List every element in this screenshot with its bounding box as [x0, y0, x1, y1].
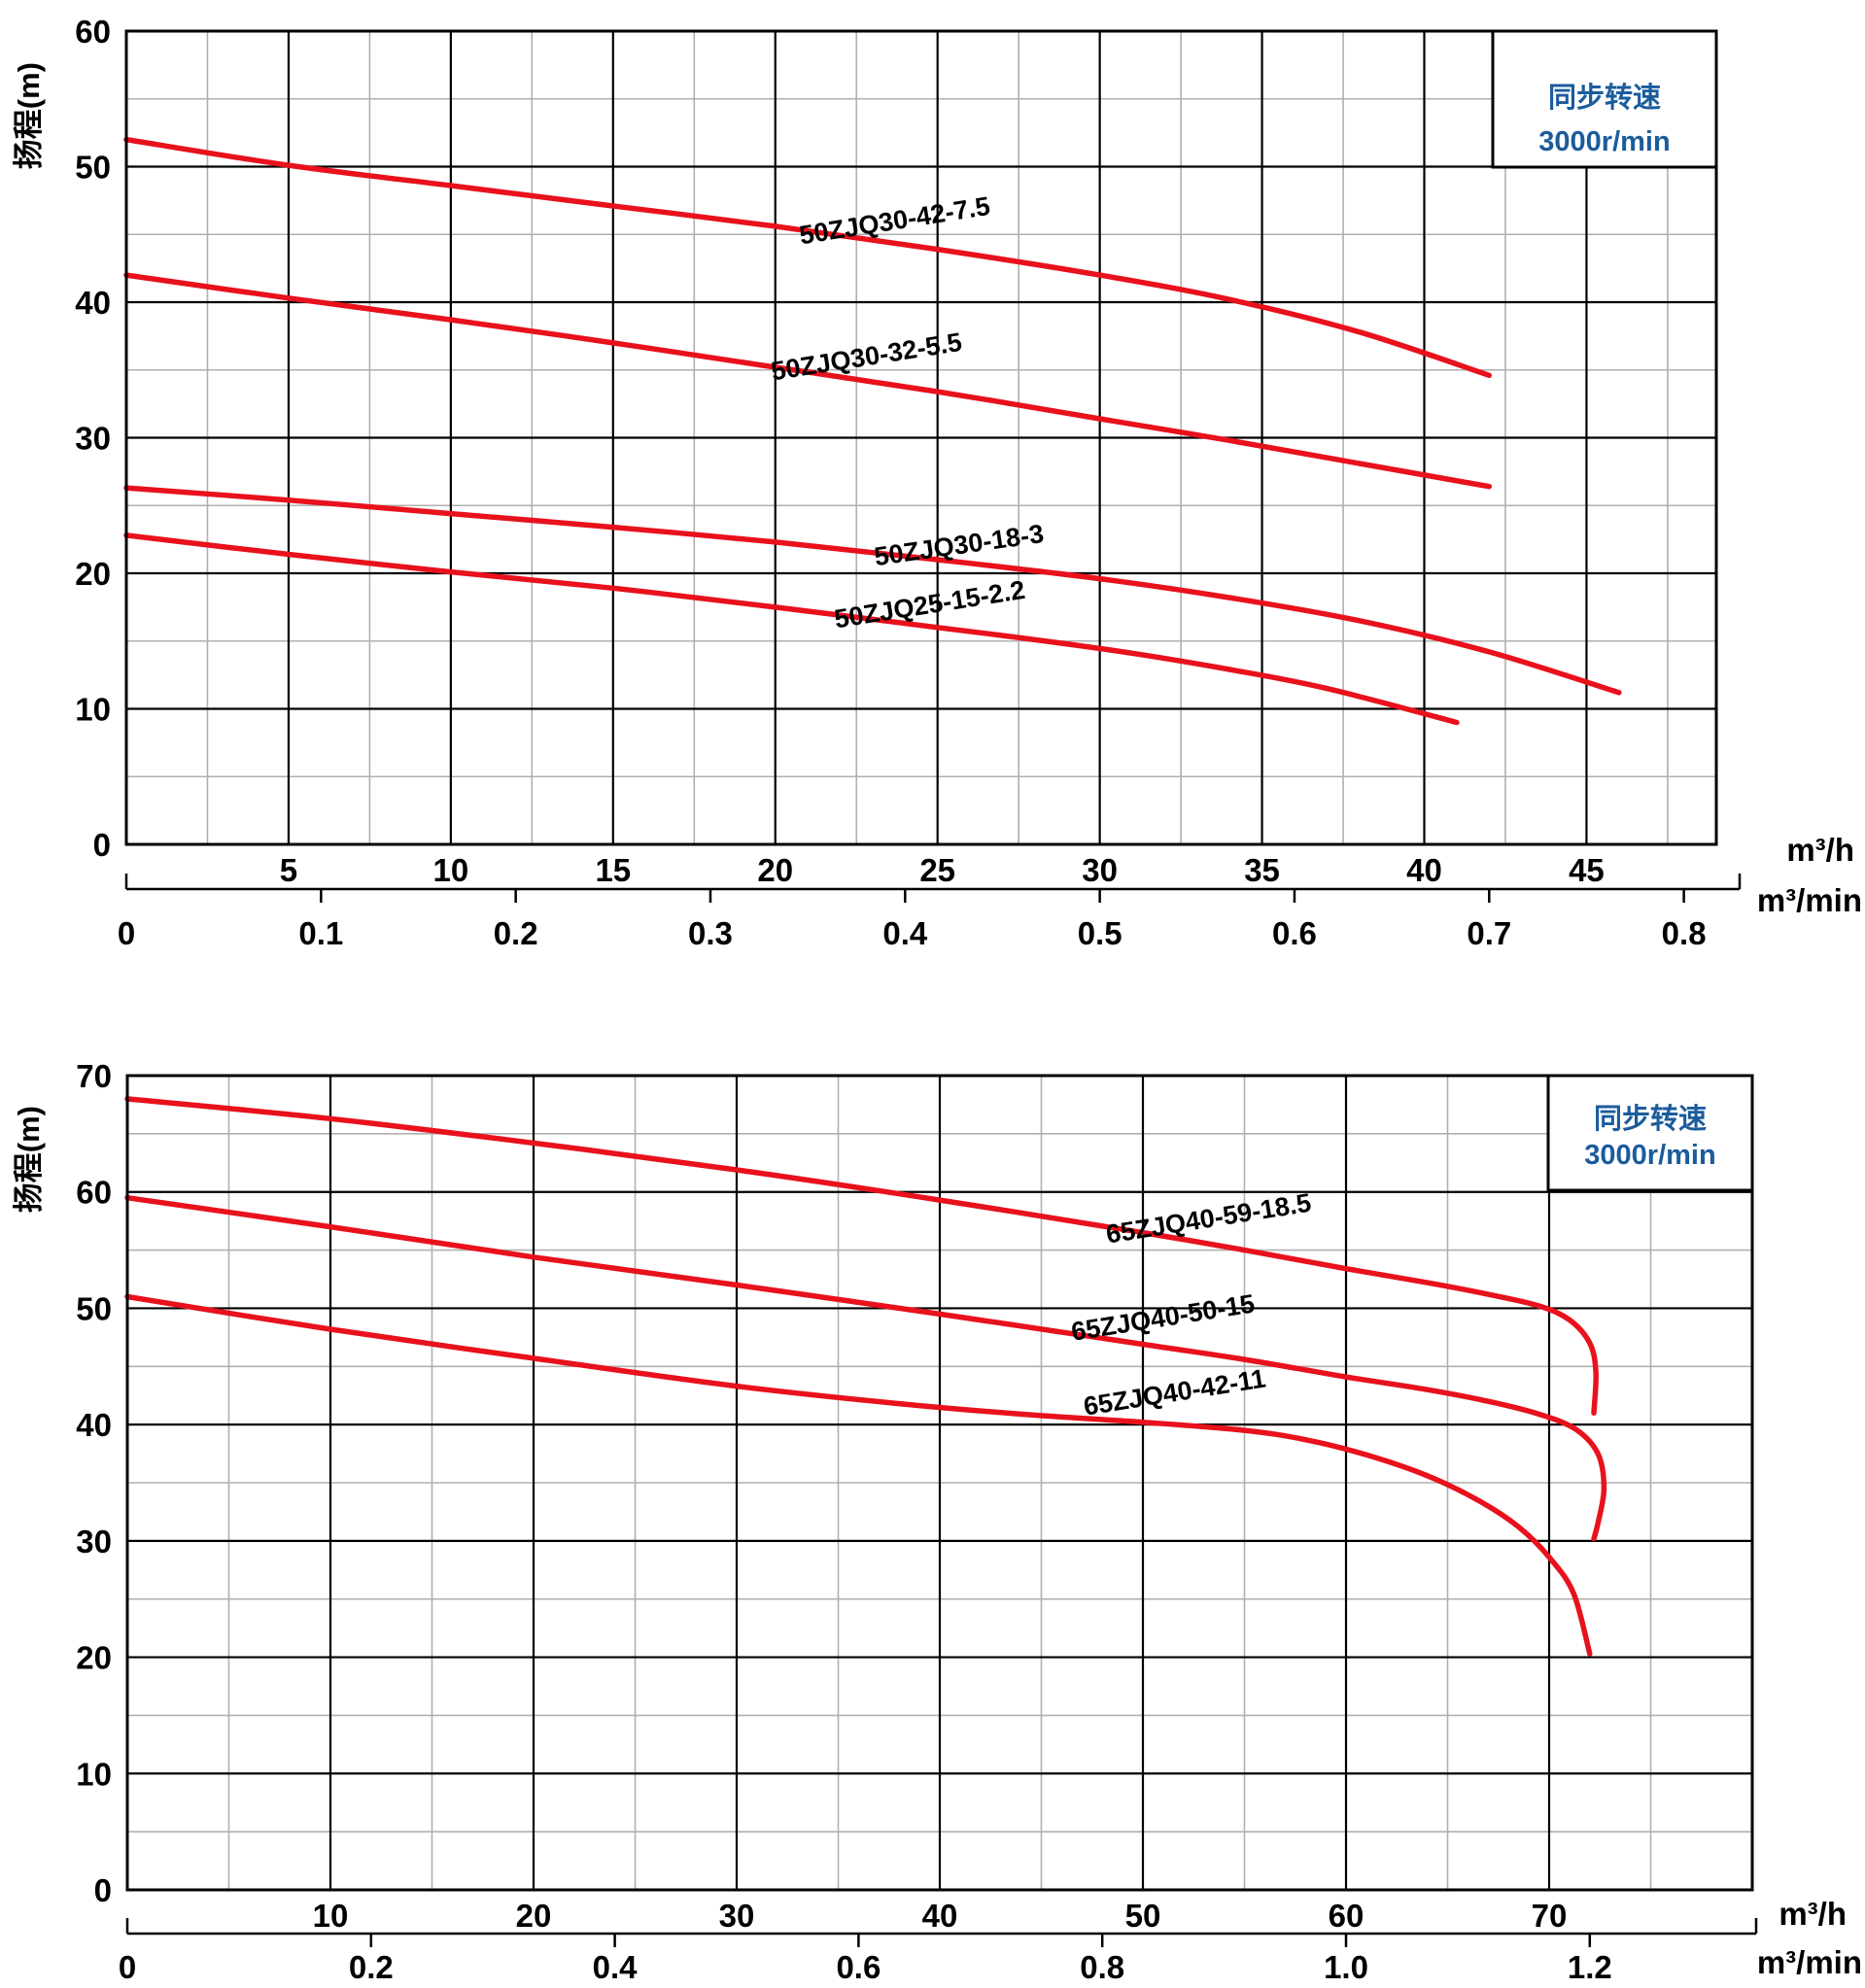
curve-50ZJQ30-18-3 — [123, 485, 1622, 696]
y-tick-label: 20 — [75, 556, 111, 592]
x-tick-label: 45 — [1569, 852, 1605, 888]
x-tick-label: 30 — [1082, 852, 1118, 888]
legend-box — [1546, 1074, 1754, 1192]
grid-major — [127, 1076, 1752, 1890]
y-axis-title: 扬程(m) — [12, 1106, 46, 1213]
x-tick-label: 40 — [1406, 852, 1442, 888]
x-tick-label: 40 — [922, 1898, 958, 1934]
x-tick-label: 30 — [719, 1898, 755, 1934]
chart-bottom: 0 0.2 0.4 0.6 0.8 1.0 1.2 同步转速 3000r/min 10 20 30 40… — [12, 1058, 1862, 1985]
curve-65ZJQ40-59-18.5 — [124, 1096, 1599, 1416]
curve-50ZJQ30-42-7.5 — [123, 136, 1493, 379]
y-tick-label: 20 — [76, 1640, 112, 1676]
curve-name-label: 50ZJQ30-32-5.5 — [769, 327, 963, 387]
x2-tick-label: 0.5 — [1078, 915, 1122, 951]
legend-speed-title: 同步转速 — [1594, 1103, 1707, 1135]
x2-tick-label: 0.8 — [1662, 915, 1707, 951]
unit-label-m3h: m³/h — [1786, 832, 1854, 868]
y-tick-label: 10 — [76, 1756, 112, 1792]
x2-tick-label: 0.2 — [349, 1949, 394, 1985]
curve-name-label: 65ZJQ40-59-18.5 — [1104, 1188, 1313, 1250]
y-tick-label: 10 — [75, 692, 111, 728]
legend-speed-value: 3000r/min — [1584, 1140, 1715, 1171]
curve-50ZJQ30-32-5.5 — [123, 272, 1493, 490]
x-tick-label: 10 — [313, 1898, 349, 1934]
y-tick-label: 60 — [75, 14, 111, 50]
x2-tick-label: 0.2 — [494, 915, 538, 951]
unit-label-m3min: m³/min — [1757, 882, 1862, 918]
x-tick-label: 5 — [280, 852, 297, 888]
x2-tick-label: 0 — [118, 915, 135, 951]
x2-tick-label: 1.2 — [1568, 1949, 1612, 1985]
unit-label-m3min: m³/min — [1757, 1944, 1862, 1980]
unit-label-m3h: m³/h — [1779, 1896, 1847, 1932]
legend-speed-title: 同步转速 — [1548, 82, 1661, 114]
plot-border — [125, 1074, 1754, 1892]
legend-speed-value: 3000r/min — [1538, 126, 1670, 157]
x2-tick-label: 0.3 — [688, 915, 733, 951]
x-tick-label: 35 — [1244, 852, 1280, 888]
x2-tick-label: 0.7 — [1467, 915, 1511, 951]
chart-top: 0 0.1 0.2 0.3 0.4 0.5 0.6 0.7 0.8 同步转速 3000r/min 5 1… — [12, 14, 1862, 951]
x-tick-label: 15 — [595, 852, 631, 888]
grid-major — [126, 31, 1716, 844]
y-tick-label: 60 — [76, 1175, 112, 1211]
x2-axis — [125, 1918, 1758, 1947]
plot-border — [124, 29, 1718, 846]
x2-tick-label: 0.6 — [1272, 915, 1317, 951]
y-tick-label: 30 — [76, 1524, 112, 1560]
x-tick-label: 25 — [919, 852, 955, 888]
y-tick-label: 0 — [93, 827, 111, 863]
curve-50ZJQ25-15-2.2 — [123, 532, 1460, 726]
curve-65ZJQ40-42-11 — [124, 1293, 1593, 1657]
curve-name-label: 65ZJQ40-50-15 — [1069, 1288, 1257, 1346]
y-tick-label: 50 — [75, 150, 111, 186]
y-tick-label: 30 — [75, 421, 111, 457]
y-tick-label: 0 — [94, 1872, 112, 1908]
x-tick-label: 10 — [433, 852, 469, 888]
curve-name-label: 65ZJQ40-42-11 — [1082, 1364, 1268, 1422]
x2-tick-label: 0.4 — [593, 1949, 639, 1985]
x2-tick-label: 0.4 — [882, 915, 928, 951]
x-tick-label: 60 — [1329, 1898, 1364, 1934]
x2-tick-label: 0.1 — [298, 915, 343, 951]
y-tick-label: 40 — [75, 285, 111, 321]
curve-65ZJQ40-50-15 — [124, 1194, 1607, 1542]
y-axis-title: 扬程(m) — [12, 62, 46, 169]
x-tick-label: 50 — [1125, 1898, 1161, 1934]
x-tick-label: 20 — [516, 1898, 552, 1934]
x-tick-label: 70 — [1532, 1898, 1568, 1934]
y-tick-label: 50 — [76, 1290, 112, 1326]
x2-tick-label: 0.8 — [1080, 1949, 1124, 1985]
x2-tick-label: 1.0 — [1324, 1949, 1368, 1985]
x2-tick-label: 0.6 — [836, 1949, 881, 1985]
x-tick-label: 20 — [757, 852, 793, 888]
x2-axis — [124, 874, 1742, 903]
y-tick-label: 70 — [76, 1058, 112, 1094]
x2-tick-label: 0 — [119, 1949, 136, 1985]
y-tick-label: 40 — [76, 1407, 112, 1443]
